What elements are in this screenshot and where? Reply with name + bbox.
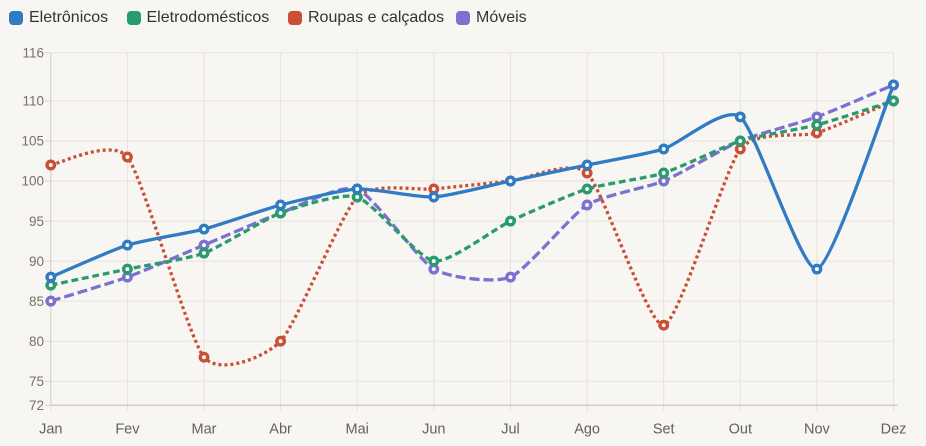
svg-text:Jun: Jun (422, 422, 445, 438)
svg-text:95: 95 (29, 214, 44, 229)
svg-text:Jul: Jul (501, 422, 520, 438)
svg-text:Jan: Jan (39, 422, 62, 438)
svg-text:Mar: Mar (192, 422, 217, 438)
svg-text:Out: Out (729, 422, 752, 438)
svg-text:Fev: Fev (115, 422, 140, 438)
svg-text:100: 100 (21, 174, 44, 189)
svg-text:Abr: Abr (269, 422, 292, 438)
svg-text:116: 116 (22, 46, 44, 61)
svg-text:85: 85 (29, 294, 44, 309)
svg-text:Dez: Dez (881, 422, 907, 438)
svg-text:Ago: Ago (574, 422, 600, 438)
svg-text:105: 105 (21, 134, 44, 149)
svg-text:Set: Set (653, 422, 675, 438)
svg-text:72: 72 (29, 398, 44, 413)
svg-text:75: 75 (29, 374, 44, 389)
svg-text:110: 110 (22, 94, 44, 109)
svg-text:Nov: Nov (804, 422, 831, 438)
svg-text:80: 80 (29, 334, 44, 349)
svg-text:90: 90 (29, 254, 44, 269)
svg-text:Mai: Mai (346, 422, 369, 438)
